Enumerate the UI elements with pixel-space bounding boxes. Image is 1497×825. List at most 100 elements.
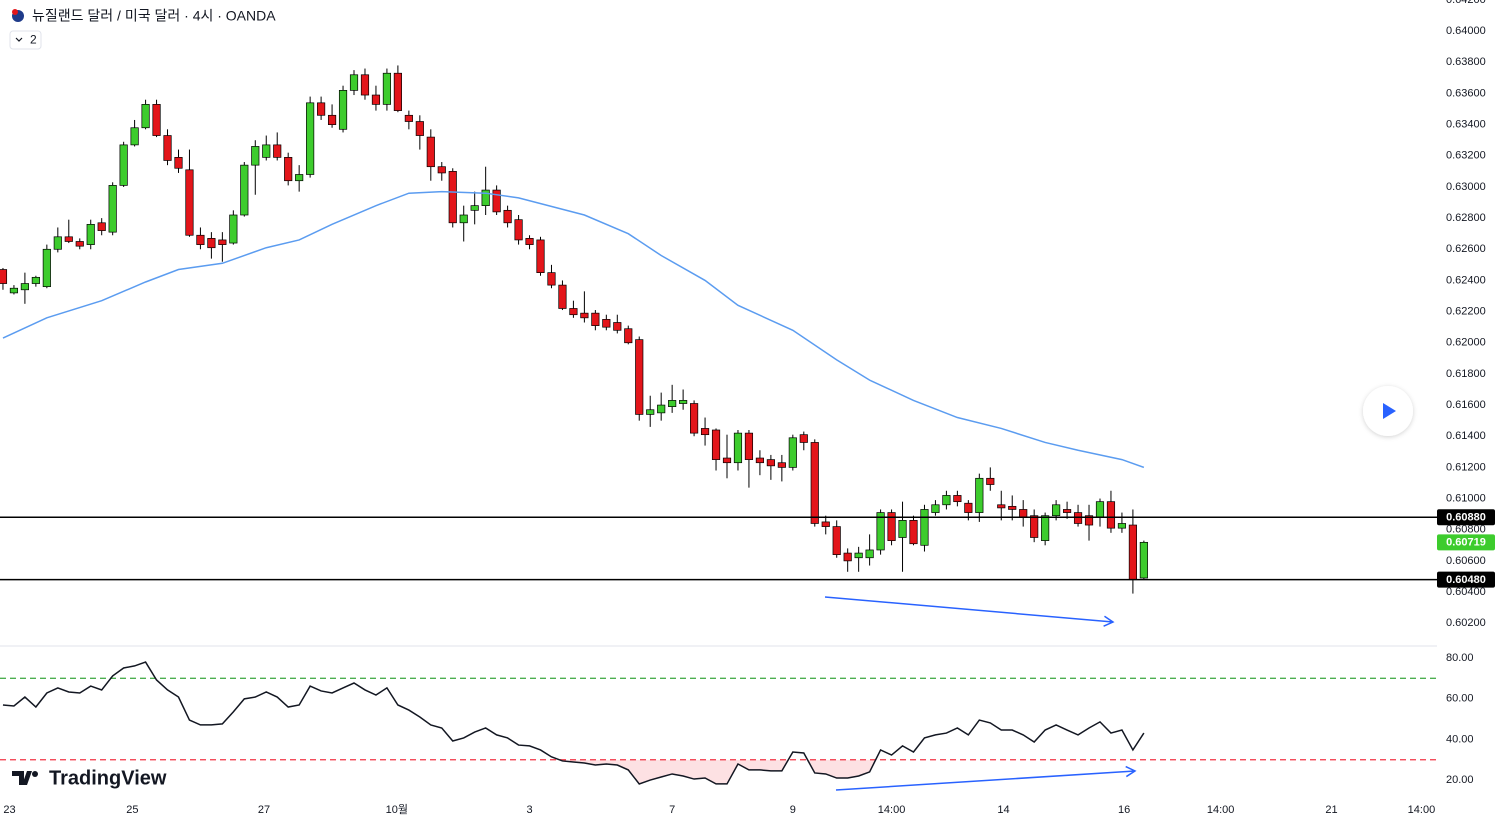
candle-body xyxy=(799,434,808,443)
candle-body xyxy=(317,102,326,116)
y-tick-label: 80.00 xyxy=(1446,652,1474,664)
candle-body xyxy=(821,521,830,527)
candle-body xyxy=(591,312,600,326)
candle-body xyxy=(635,339,644,415)
y-tick-label: 0.62200 xyxy=(1446,306,1486,318)
candle-body xyxy=(986,477,995,485)
candle-body xyxy=(1030,515,1039,538)
candle-body xyxy=(997,504,1006,509)
candle-body xyxy=(327,114,337,125)
candle-body xyxy=(240,164,249,216)
x-tick-label: 14 xyxy=(997,804,1009,816)
x-tick-label: 14:00 xyxy=(1408,804,1436,816)
candle-body xyxy=(207,238,216,249)
candle-body xyxy=(273,144,282,158)
rsi-line xyxy=(2,661,1145,785)
candle-body xyxy=(843,552,852,562)
candle-body xyxy=(251,146,260,166)
candle-body xyxy=(459,214,468,224)
candle-body xyxy=(130,127,139,146)
watermark: TradingView xyxy=(49,767,167,789)
x-tick-label: 7 xyxy=(669,804,675,816)
candle-body xyxy=(1139,541,1148,579)
y-tick-label: 0.64000 xyxy=(1446,25,1486,37)
candle-body xyxy=(262,144,271,158)
candle-body xyxy=(371,94,381,105)
candle-body xyxy=(733,432,743,464)
price-tag xyxy=(1437,509,1495,526)
candle-body xyxy=(141,104,150,129)
candle-body xyxy=(415,121,424,136)
y-tick-label: 0.63800 xyxy=(1446,56,1486,68)
play-button[interactable] xyxy=(1363,386,1413,436)
x-tick-label: 3 xyxy=(526,804,532,816)
candle-body xyxy=(722,457,732,464)
candle-body xyxy=(20,283,29,291)
oversold-fill xyxy=(559,759,876,784)
candle-body xyxy=(470,205,479,211)
y-tick-label: 40.00 xyxy=(1446,733,1474,745)
candle-body xyxy=(218,239,227,245)
candle-body xyxy=(1128,524,1137,580)
x-tick-label: 21 xyxy=(1325,804,1337,816)
y-tick-label: 0.62600 xyxy=(1446,243,1486,255)
candle-body xyxy=(668,400,677,407)
candle-body xyxy=(492,189,501,213)
candle-body xyxy=(700,428,710,436)
candle-body xyxy=(613,322,622,331)
candle-body xyxy=(108,185,117,233)
candle-body xyxy=(404,114,413,122)
y-tick-label: 0.60800 xyxy=(1446,524,1486,536)
x-tick-label: 16 xyxy=(1118,804,1130,816)
candle-body xyxy=(887,512,896,541)
y-tick-label: 0.61200 xyxy=(1446,461,1486,473)
candle-body xyxy=(1052,504,1061,517)
candle-body xyxy=(744,432,754,460)
candle-body xyxy=(42,248,51,288)
last-price-tag xyxy=(1437,534,1495,551)
candle-body xyxy=(569,308,578,316)
y-tick-label: 0.60200 xyxy=(1446,617,1486,629)
candle-body xyxy=(360,74,370,96)
candle-body xyxy=(788,437,797,468)
last-price-label: 0.60719 xyxy=(1446,537,1486,549)
candle-body xyxy=(525,238,534,245)
trend-arrow xyxy=(835,765,1137,791)
candle-body xyxy=(514,219,523,241)
candle-body xyxy=(536,239,545,273)
candle-body xyxy=(777,462,786,468)
candle-body xyxy=(1041,515,1050,541)
candle-body xyxy=(64,236,73,242)
y-tick-label: 20.00 xyxy=(1446,774,1474,786)
collapse-button[interactable]: 2 xyxy=(9,30,42,50)
y-tick-label: 0.60400 xyxy=(1446,586,1486,598)
candle-body xyxy=(931,504,940,513)
candle-body xyxy=(953,495,962,503)
candle-body xyxy=(964,502,973,513)
candle-body xyxy=(349,74,359,91)
y-tick-label: 0.61400 xyxy=(1446,430,1486,442)
y-tick-label: 0.62800 xyxy=(1446,212,1486,224)
trend-arrow xyxy=(824,596,1115,627)
candle-body xyxy=(832,526,841,555)
candle-body xyxy=(426,136,435,168)
x-tick-label: 9 xyxy=(790,804,796,816)
candle-body xyxy=(1117,523,1127,529)
candle-body xyxy=(75,241,84,247)
candle-body xyxy=(119,144,128,186)
candle-body xyxy=(558,284,567,309)
candle-body xyxy=(196,234,205,245)
candle-body xyxy=(690,403,699,434)
candle-body xyxy=(174,157,183,169)
candle-body xyxy=(306,102,315,175)
y-tick-label: 0.61600 xyxy=(1446,399,1486,411)
y-tick-label: 0.63200 xyxy=(1446,150,1486,162)
candle-body xyxy=(876,512,885,551)
candle-body xyxy=(9,287,19,294)
candle-body xyxy=(229,214,238,244)
y-tick-label: 0.64200 xyxy=(1446,0,1486,6)
candle-body xyxy=(942,495,951,506)
candle-body xyxy=(1084,515,1094,526)
